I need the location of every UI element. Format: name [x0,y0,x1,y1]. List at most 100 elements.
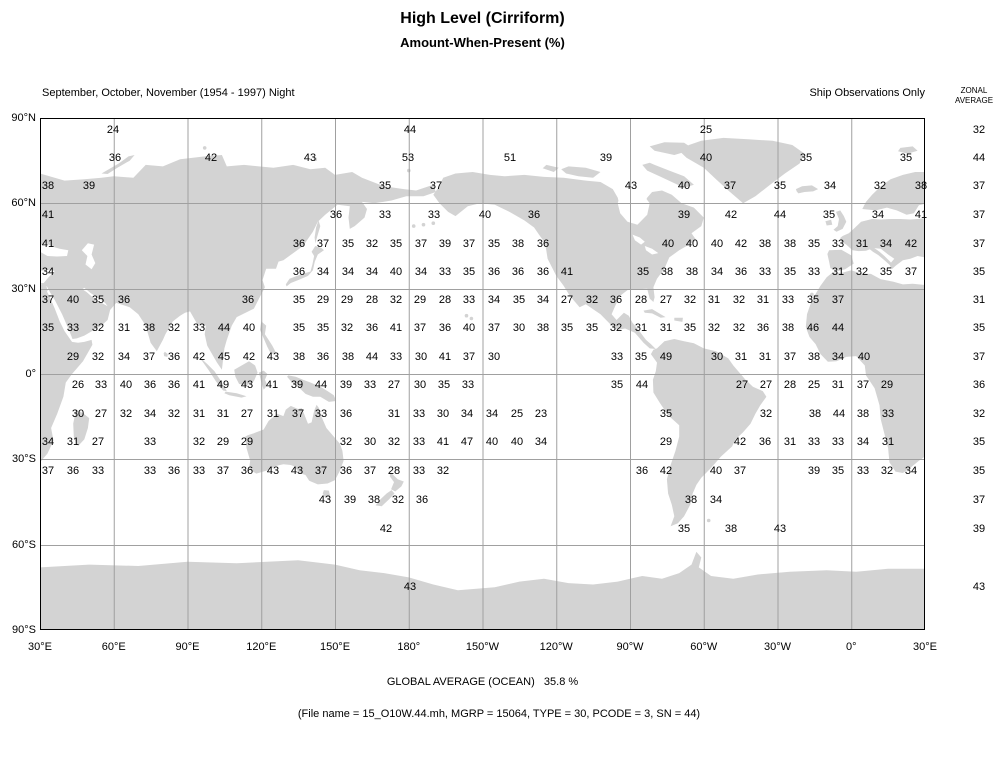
grid-value: 47 [460,436,474,448]
grid-value: 35 [659,408,673,420]
grid-value: 31 [734,351,748,363]
grid-value: 31 [831,379,845,391]
global-average-label: GLOBAL AVERAGE (OCEAN) 35.8 % [386,676,579,688]
grid-value: 37 [462,351,476,363]
grid-value: 35 [512,294,526,306]
grid-value: 35 [636,266,650,278]
file-info-label: (File name = 15_O10W.44.mh, MGRP = 15064… [297,708,701,720]
grid-value: 33 [807,266,821,278]
grid-value: 38 [341,351,355,363]
grid-value: 37 [831,294,845,306]
grid-value: 36 [536,238,550,250]
grid-value: 32 [683,294,697,306]
grid-value: 34 [41,436,55,448]
grid-value: 41 [436,436,450,448]
latitude-tick-label: 30°S [12,453,36,466]
landmass [825,219,833,226]
grid-value: 32 [732,322,746,334]
grid-value: 37 [487,322,501,334]
grid-value: 35 [292,322,306,334]
grid-value: 34 [879,238,893,250]
grid-value: 32 [436,465,450,477]
grid-value: 31 [266,408,280,420]
grid-value: 38 [783,238,797,250]
grid-value: 34 [341,266,355,278]
zonal-average-value: 31 [972,294,986,306]
grid-value: 31 [216,408,230,420]
grid-value: 44 [217,322,231,334]
grid-value: 35 [437,379,451,391]
grid-value: 32 [391,494,405,506]
grid-value: 29 [316,294,330,306]
grid-value: 34 [904,465,918,477]
grid-value: 29 [659,436,673,448]
grid-value: 40 [710,238,724,250]
grid-value: 36 [66,465,80,477]
grid-value: 27 [91,436,105,448]
grid-value: 40 [389,266,403,278]
grid-value: 32 [167,322,181,334]
grid-value: 42 [242,351,256,363]
grid-value: 37 [462,238,476,250]
grid-value: 35 [822,209,836,221]
longitude-tick-label: 0° [845,641,857,653]
landmass [245,404,344,485]
island [313,157,318,161]
grid-value: 32 [365,238,379,250]
grid-value: 39 [82,180,96,192]
grid-value: 34 [487,294,501,306]
grid-value: 37 [733,465,747,477]
longitude-tick-label: 60°E [101,641,126,653]
zonal-average-value: 35 [972,436,986,448]
grid-value: 49 [659,351,673,363]
grid-value: 33 [881,408,895,420]
grid-value: 38 [142,322,156,334]
grid-value: 36 [241,294,255,306]
grid-value: 34 [143,408,157,420]
grid-value: 31 [707,294,721,306]
latitude-tick-label: 60°N [11,197,36,210]
zonal-average-value: 37 [972,351,986,363]
grid-value: 42 [192,351,206,363]
grid-value: 43 [624,180,638,192]
grid-value: 29 [216,436,230,448]
grid-value: 42 [659,465,673,477]
grid-value: 36 [339,465,353,477]
grid-value: 37 [856,379,870,391]
grid-value: 35 [634,351,648,363]
grid-value: 40 [242,322,256,334]
grid-value: 38 [536,322,550,334]
island [469,316,474,321]
grid-value: 36 [240,465,254,477]
grid-value: 40 [119,379,133,391]
grid-value: 42 [733,436,747,448]
grid-value: 40 [66,294,80,306]
season-label: September, October, November (1954 - 199… [42,87,295,99]
grid-value: 31 [758,351,772,363]
grid-value: 29 [240,436,254,448]
grid-value: 46 [806,322,820,334]
island [431,221,436,225]
island [411,224,416,228]
grid-value: 26 [71,379,85,391]
grid-value: 27 [735,379,749,391]
grid-value: 38 [511,238,525,250]
zonal-average-value: 32 [972,124,986,136]
grid-value: 41 [389,322,403,334]
grid-value: 40 [677,180,691,192]
zonal-header-line1: ZONAL [960,86,988,95]
grid-value: 37 [413,322,427,334]
grid-value: 25 [510,408,524,420]
grid-value: 41 [41,238,55,250]
grid-value: 41 [192,379,206,391]
landmass [827,249,854,271]
grid-value: 27 [240,408,254,420]
landmass [862,172,925,215]
grid-value: 39 [343,494,357,506]
grid-value: 36 [316,351,330,363]
grid-value: 32 [192,436,206,448]
grid-value: 36 [758,436,772,448]
grid-value: 35 [783,266,797,278]
grid-value: 36 [292,266,306,278]
grid-value: 36 [536,266,550,278]
